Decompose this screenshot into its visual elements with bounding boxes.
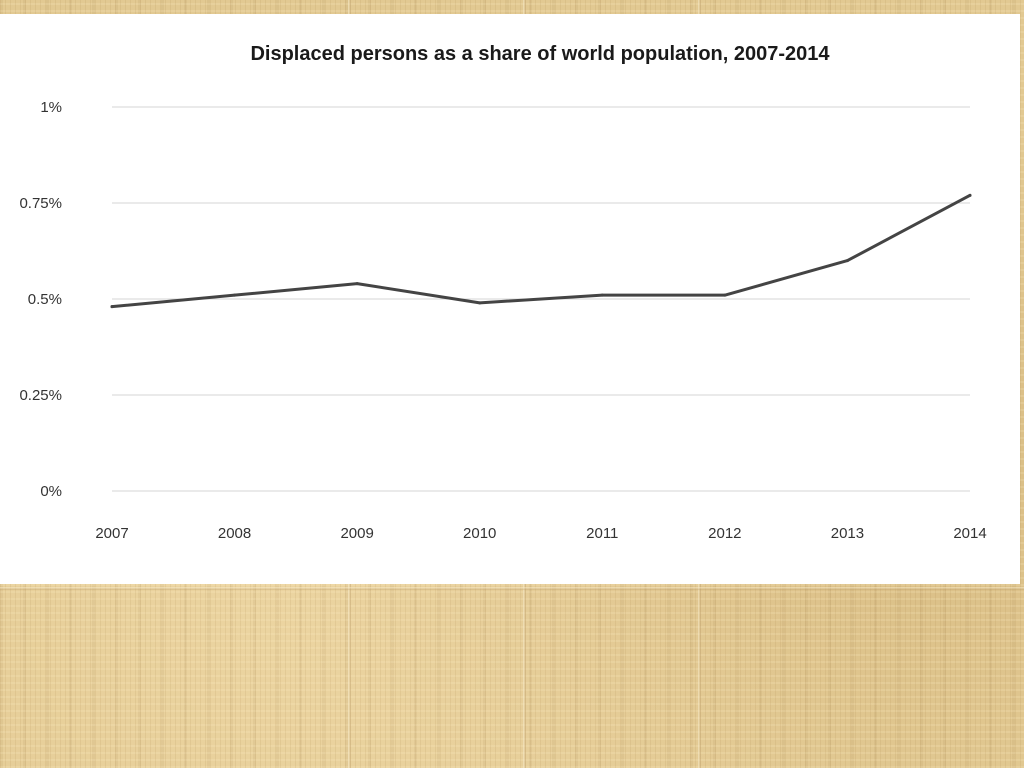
data-point bbox=[968, 193, 972, 197]
series-group bbox=[110, 193, 972, 309]
x-tick-label: 2009 bbox=[340, 525, 373, 542]
y-axis-tick-labels: 1% 0.75% 0.5% 0.25% 0% bbox=[19, 99, 62, 500]
line-chart: Displaced persons as a share of world po… bbox=[19, 43, 986, 542]
x-tick-label: 2008 bbox=[218, 525, 251, 542]
x-tick-label: 2012 bbox=[708, 525, 741, 542]
y-tick-label: 0.5% bbox=[28, 291, 62, 308]
data-point bbox=[233, 293, 237, 297]
grid-lines bbox=[112, 106, 970, 492]
x-tick-label: 2007 bbox=[95, 525, 128, 542]
data-point bbox=[355, 282, 359, 286]
y-tick-label: 0.75% bbox=[19, 195, 62, 212]
data-point bbox=[110, 305, 114, 309]
x-tick-label: 2011 bbox=[586, 525, 618, 542]
x-axis-tick-labels: 2007 2008 2009 2010 2011 2012 2013 2014 bbox=[95, 525, 986, 542]
x-tick-label: 2013 bbox=[831, 525, 864, 542]
y-tick-label: 0% bbox=[40, 483, 62, 500]
series-line bbox=[110, 193, 972, 309]
x-tick-label: 2010 bbox=[463, 525, 496, 542]
data-point bbox=[845, 259, 849, 263]
chart-panel: Displaced persons as a share of world po… bbox=[0, 14, 1020, 584]
data-point bbox=[600, 293, 604, 297]
data-point bbox=[723, 293, 727, 297]
data-point bbox=[478, 301, 482, 305]
y-tick-label: 1% bbox=[40, 99, 62, 116]
x-tick-label: 2014 bbox=[953, 525, 986, 542]
chart-title: Displaced persons as a share of world po… bbox=[250, 43, 830, 65]
papyrus-seam bbox=[0, 587, 1024, 590]
y-tick-label: 0.25% bbox=[19, 387, 62, 404]
